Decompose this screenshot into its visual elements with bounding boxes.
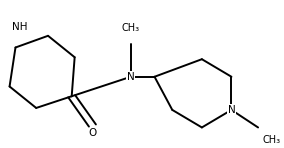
Text: N: N	[227, 105, 235, 115]
Text: N: N	[127, 72, 135, 82]
Text: O: O	[88, 128, 97, 138]
Text: CH₃: CH₃	[122, 23, 140, 33]
Text: CH₃: CH₃	[262, 135, 281, 145]
Text: NH: NH	[12, 22, 28, 32]
